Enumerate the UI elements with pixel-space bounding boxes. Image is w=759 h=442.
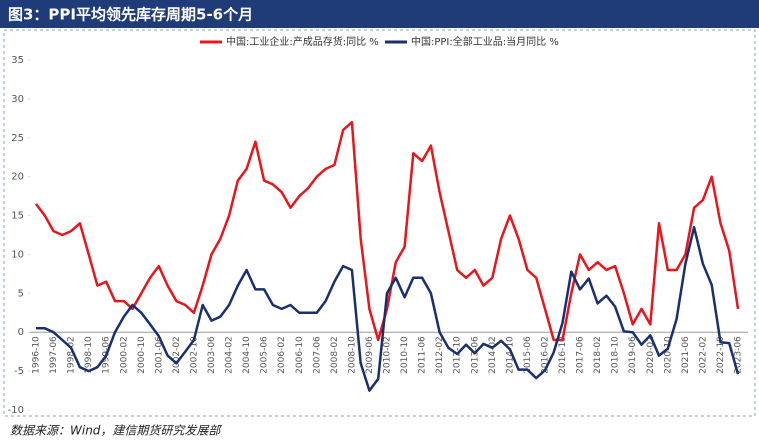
x-tick-label: 2014-02 [488,336,498,374]
x-tick-label: 2005-06 [260,336,270,374]
y-tick-label: 15 [11,211,24,222]
x-tick-label: 2010-02 [383,336,393,374]
x-tick-label: 2015-06 [523,336,533,374]
x-tick-label: 2004-10 [242,336,252,374]
y-tick-label: 5 [18,288,24,299]
legend-label: 中国:工业企业:产成品存货:同比 % [226,35,379,48]
x-tick-label: 2021-06 [681,336,691,374]
x-tick-label: 2008-02 [330,336,340,374]
y-tick-label: 0 [18,327,24,338]
x-tick-label: 2023-06 [734,336,744,374]
x-tick-label: 2022-10 [716,336,726,374]
y-tick-label: -5 [14,366,24,377]
x-tick-label: 2002-02 [172,336,182,374]
x-tick-label: 2010-10 [400,336,410,374]
x-tick-label: 2001-06 [154,336,164,374]
x-tick-label: 2018-02 [593,336,603,374]
x-tick-label: 2004-02 [225,336,235,374]
x-tick-label: 1997-06 [49,336,59,374]
data-line [36,225,740,392]
y-tick-label: 20 [11,172,24,183]
x-tick-label: 2007-06 [312,336,322,374]
chart-frame [3,29,756,417]
title-bar [0,0,759,28]
x-tick-label: 2020-10 [663,336,673,374]
legend-label: 中国:PPI:全部工业品:当月同比 % [411,35,559,48]
y-tick-label: 35 [11,55,24,66]
x-tick-label: 2019-06 [628,336,638,374]
x-tick-label: 2017-06 [576,336,586,374]
y-tick-label: -10 [8,405,24,416]
x-tick-label: 2011-06 [418,336,428,374]
x-tick-label: 2012-02 [435,336,445,374]
x-tick-label: 2000-02 [119,336,129,374]
x-tick-label: 2022-02 [698,336,708,374]
x-tick-label: 2006-02 [277,336,287,374]
x-tick-label: 2020-02 [646,336,656,374]
x-tick-label: 2006-10 [295,336,305,374]
x-tick-label: 2002-10 [189,336,199,374]
x-tick-label: 2009-06 [365,336,375,374]
chart-title: 图3：PPI平均领先库存周期5-6个月 [8,6,253,24]
x-tick-label: 1998-02 [67,336,77,374]
x-tick-label: 2014-10 [505,336,515,374]
x-tick-label: 2000-10 [137,336,147,374]
x-tick-label: 2003-06 [207,336,217,374]
x-tick-label: 1998-10 [84,336,94,374]
x-tick-label: 2008-10 [347,336,357,374]
y-tick-label: 30 [11,94,24,105]
y-tick-label: 10 [11,249,24,260]
source-note: 数据来源：Wind，建信期货研究发展部 [10,424,222,438]
x-tick-label: 2018-10 [611,336,621,374]
x-tick-label: 2016-02 [540,336,550,374]
y-tick-label: 25 [11,133,24,144]
x-tick-label: 2016-10 [558,336,568,374]
x-tick-label: 1996-10 [32,336,42,374]
x-tick-label: 2013-06 [470,336,480,374]
data-line [35,120,740,342]
